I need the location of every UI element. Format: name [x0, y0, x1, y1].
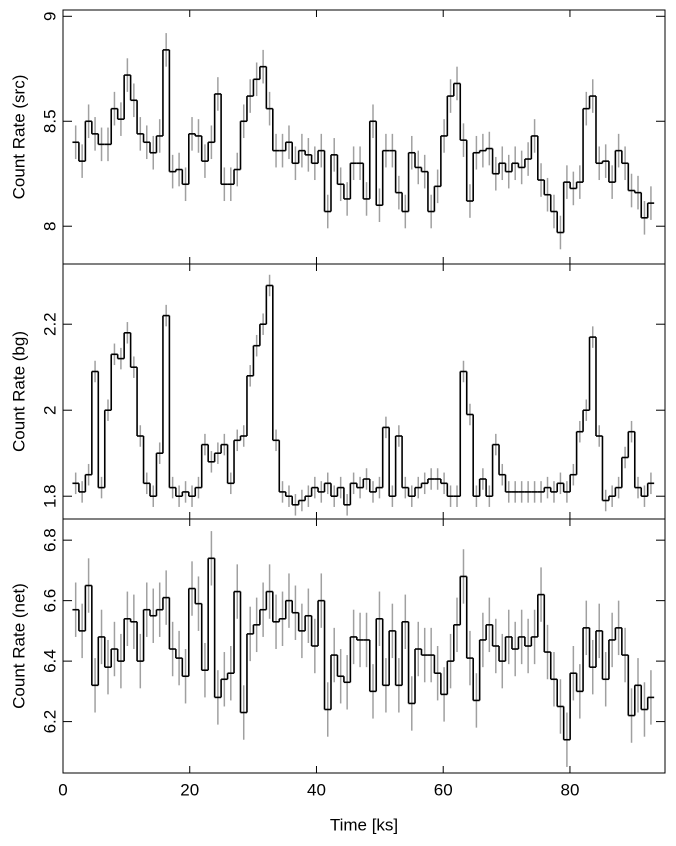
x-axis-label: Time [ks]: [330, 815, 398, 834]
y-tick-label: 2: [40, 405, 59, 414]
y-axis-label: Count Rate (bg): [9, 331, 28, 452]
y-tick-label: 8.5: [40, 109, 59, 133]
x-tick-label: 80: [560, 780, 579, 799]
plot-frame: [62, 518, 666, 774]
y-tick-label: 8: [40, 221, 59, 230]
y-tick-label: 9: [40, 12, 59, 21]
y-tick-label: 6.4: [40, 649, 59, 673]
y-tick-label: 6.8: [40, 528, 59, 552]
y-tick-label: 6.2: [40, 710, 59, 734]
y-tick-label: 2.2: [40, 312, 59, 336]
x-tick-label: 0: [58, 780, 67, 799]
y-tick-label: 6.6: [40, 589, 59, 613]
x-tick-label: 40: [307, 780, 326, 799]
x-tick-label: 20: [180, 780, 199, 799]
x-tick-label: 60: [434, 780, 453, 799]
y-tick-label: 1.8: [40, 484, 59, 508]
y-axis-label: Count Rate (src): [9, 75, 28, 200]
y-axis-label: Count Rate (net): [9, 583, 28, 709]
